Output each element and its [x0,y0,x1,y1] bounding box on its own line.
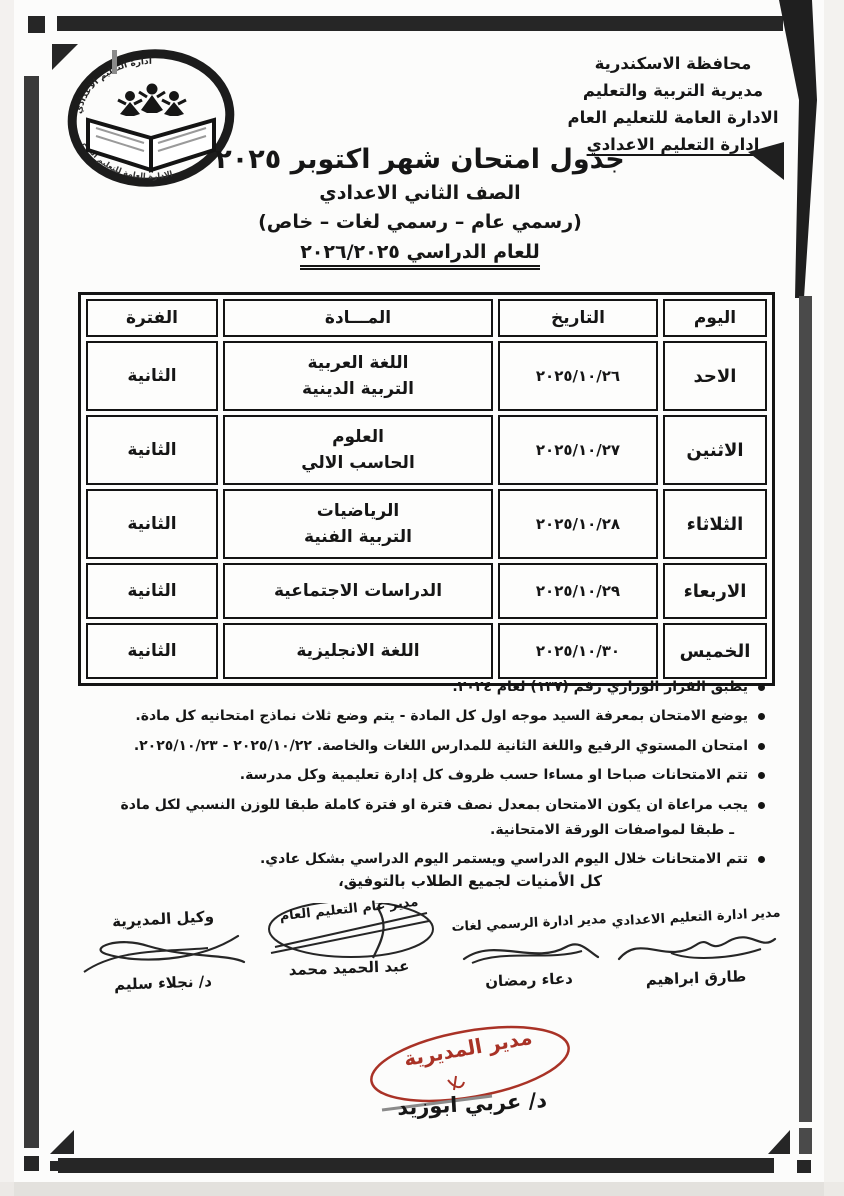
subject-cell: الرياضيات التربية الفنية [223,489,493,559]
logo-ring [67,49,235,187]
note-item: يطبق القرار الوزاري رقم (١٣٧) لعام ٢٠٢٤. [88,676,770,698]
day-cell: الخميس [663,623,767,679]
signature-name: دعاء رمضان [484,969,574,991]
signature-scribble-icon [83,934,246,973]
table-row: الثلاثاء ٢٠٢٥/١٠/٢٨ الرياضيات التربية ال… [86,489,767,559]
day-cell: الثلاثاء [663,489,767,559]
col-header-date: التاريخ [498,299,658,337]
period-cell: الثانية [86,563,218,619]
signature-name: د/ نجلاء سليم [113,972,213,994]
pencil-line [381,1094,493,1112]
note-item-continuation: ـ طبقا لمواصفات الورقة الامتحانية. [490,821,734,838]
table-header-row: اليوم التاريخ المـــادة الفترة [86,299,767,337]
tracks-line: (رسمي عام – رسمي لغات – خاص) [258,211,582,233]
period-cell: الثانية [86,489,218,559]
table-row: الاربعاء ٢٠٢٥/١٠/٢٩ الدراسات الاجتماعية … [86,563,767,619]
exam-schedule-table: اليوم التاريخ المـــادة الفترة الاحد ٢٠٢… [78,292,775,686]
logo-figures-icon [117,83,187,116]
exam-title: جدول امتحان شهر اكتوبر ٢٠٢٥ [215,144,625,175]
signature-block-prep-admin: مدير ادارة التعليم الاعدادي طارق ابراهيم [598,906,794,989]
subject-cell: اللغة الانجليزية [223,623,493,679]
date-cell: ٢٠٢٥/١٠/٣٠ [498,623,658,679]
col-header-period: الفترة [86,299,218,337]
date-cell: ٢٠٢٥/١٠/٢٧ [498,415,658,485]
org-line-directorate: مديرية التربية والتعليم [582,81,764,100]
stamp-oval [370,1025,570,1103]
org-line-governorate: محافظة الاسكندرية [594,54,752,73]
col-header-subject: المـــادة [223,299,493,337]
subject-line: التربية الفنية [304,527,412,547]
day-cell: الاثنين [663,415,767,485]
period-cell: الثانية [86,415,218,485]
note-item: يجب مراعاة ان يكون الامتحان بمعدل نصف فت… [88,794,770,816]
subject-cell: اللغة العربية التربية الدينية [223,341,493,411]
notes-list: يطبق القرار الوزاري رقم (١٣٧) لعام ٢٠٢٤.… [88,676,770,878]
period-cell: الثانية [86,623,218,679]
logo-book-icon [86,117,216,173]
period-cell: الثانية [86,341,218,411]
closing-wishes: كل الأمنيات لجميع الطلاب بالتوفيق، [338,872,602,890]
note-item: تتم الامتحانات خلال اليوم الدراسي ويستمر… [88,848,770,870]
subject-line: الحاسب الالي [301,453,415,473]
date-cell: ٢٠٢٥/١٠/٢٦ [498,341,658,411]
subject-line: الدراسات الاجتماعية [273,580,443,601]
signature-scribble-icon [617,936,777,961]
title-block: جدول امتحان شهر اكتوبر ٢٠٢٥ الصف الثاني … [140,144,700,270]
note-item: يوضع الامتحان بمعرفة السيد موجه اول كل ا… [88,705,770,727]
stamp-scribble [447,1075,465,1091]
date-cell: ٢٠٢٥/١٠/٢٨ [498,489,658,559]
table-row: الاثنين ٢٠٢٥/١٠/٢٧ العلوم الحاسب الالي ا… [86,415,767,485]
table-row: الخميس ٢٠٢٥/١٠/٣٠ اللغة الانجليزية الثان… [86,623,767,679]
subject-line: اللغة العربية [307,352,409,373]
subject-line: العلوم [332,426,384,447]
day-cell: الاربعاء [663,563,767,619]
signature-name: عبد الحميد محمد [288,956,410,980]
org-header: محافظة الاسكندرية مديرية التربية والتعلي… [548,50,798,158]
subject-line: الرياضيات [316,500,400,521]
date-cell: ٢٠٢٥/١٠/٢٩ [498,563,658,619]
corner-triangle [50,1130,74,1154]
signature-block-official-languages: مدير ادارة الرسمي لغات دعاء رمضان [446,912,612,991]
directorate-logo: ادارة التعليم الاعدادي الادارة العامة لل… [67,49,235,187]
subject-line: اللغة الانجليزية [296,640,420,661]
signature-name: طارق ابراهيم [645,967,747,989]
note-item: امتحان المستوي الرفيع واللغة الثانية للم… [88,735,770,757]
org-line-prep-admin: ادارة التعليم الاعدادي [586,135,760,154]
subject-cell: العلوم الحاسب الالي [223,415,493,485]
subject-cell: الدراسات الاجتماعية [223,563,493,619]
org-line-general-admin: الادارة العامة للتعليم العام [567,108,779,127]
official-stamp [370,1025,570,1112]
signature-block-general-education: مدير عام التعليم العام عبد الحميد محمد [256,895,442,980]
note-item: تتم الامتحانات صباحا او مساءا حسب ظروف ك… [88,764,770,786]
grade-line: الصف الثاني الاعدادي [319,182,521,204]
col-header-day: اليوم [663,299,767,337]
day-cell: الاحد [663,341,767,411]
signature-block-deputy-director: وكيل المديرية د/ نجلاء سليم [70,907,256,994]
academic-year-line: للعام الدراسي ٢٠٢٦/٢٠٢٥ [300,241,540,270]
subject-line: التربية الدينية [302,379,414,399]
signature-scribble-icon [268,903,434,959]
table-row: الاحد ٢٠٢٥/١٠/٢٦ اللغة العربية التربية ا… [86,341,767,411]
signature-scribble-icon [462,943,600,964]
corner-triangle [768,1130,790,1154]
